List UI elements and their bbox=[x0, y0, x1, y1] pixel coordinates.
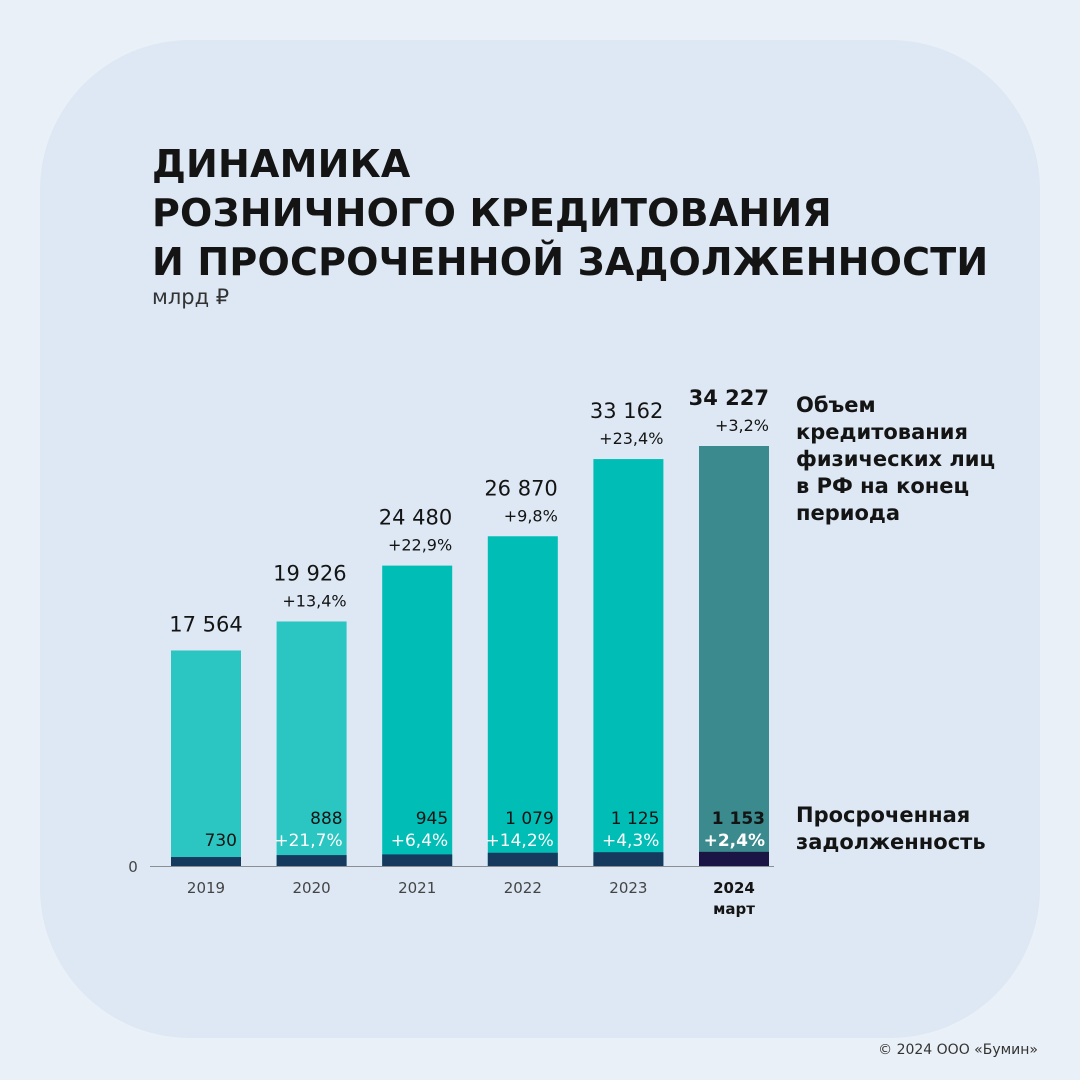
overdue-bar bbox=[699, 851, 769, 866]
overdue-value-label: 1 153 bbox=[712, 809, 765, 829]
loan-volume-value-label: 33 162 bbox=[590, 399, 663, 423]
loan-volume-value-label: 17 564 bbox=[169, 612, 242, 636]
loan-volume-bar bbox=[699, 446, 769, 866]
legend-overdue: Просроченная задолженность bbox=[796, 802, 986, 856]
legend-volume-line: периода bbox=[796, 501, 901, 525]
legend-volume-line: физических лиц bbox=[796, 447, 996, 471]
legend-overdue-line: задолженность bbox=[796, 830, 986, 854]
x-tick-sublabel: март bbox=[713, 900, 755, 918]
x-tick-label: 2020 bbox=[293, 879, 331, 897]
loan-volume-growth-label: +9,8% bbox=[504, 506, 558, 525]
overdue-value-label: 888 bbox=[310, 809, 342, 829]
loan-volume-value-label: 19 926 bbox=[273, 561, 346, 585]
x-tick-label: 2022 bbox=[504, 879, 542, 897]
unit-label: млрд ₽ bbox=[152, 285, 230, 309]
legend-volume-line: кредитования bbox=[796, 420, 968, 444]
loan-volume-bar bbox=[171, 650, 241, 866]
overdue-growth-label: +4,3% bbox=[602, 831, 659, 851]
y-zero-label: 0 bbox=[128, 858, 138, 876]
loan-volume-bar bbox=[276, 621, 347, 866]
loan-volume-bar bbox=[593, 459, 664, 866]
loan-volume-growth-label: +3,2% bbox=[715, 416, 769, 435]
overdue-bar bbox=[487, 852, 558, 866]
legend-volume: Объем кредитования физических лиц в РФ н… bbox=[796, 392, 995, 527]
loan-volume-growth-label: +13,4% bbox=[282, 591, 346, 610]
overdue-growth-label: +21,7% bbox=[274, 831, 342, 851]
overdue-value-label: 1 079 bbox=[505, 809, 554, 829]
legend-volume-line: в РФ на конец bbox=[796, 474, 970, 498]
overdue-value-label: 730 bbox=[205, 831, 237, 851]
overdue-bar bbox=[276, 855, 347, 866]
loan-volume-value-label: 26 870 bbox=[484, 476, 557, 500]
overdue-value-label: 1 125 bbox=[611, 809, 660, 829]
overdue-growth-label: +6,4% bbox=[391, 831, 448, 851]
title-line: ДИНАМИКА bbox=[152, 142, 411, 186]
overdue-value-label: 945 bbox=[416, 809, 448, 829]
title-line: И ПРОСРОЧЕННОЙ ЗАДОЛЖЕННОСТИ bbox=[152, 240, 989, 284]
x-tick-label: 2023 bbox=[609, 879, 647, 897]
loan-volume-growth-label: +23,4% bbox=[599, 429, 663, 448]
loan-volume-bar bbox=[487, 536, 558, 866]
legend-volume-line: Объем bbox=[796, 393, 876, 417]
copyright: © 2024 ООО «Бумин» bbox=[878, 1042, 1038, 1058]
overdue-growth-label: +14,2% bbox=[486, 831, 554, 851]
x-tick-label: 2019 bbox=[187, 879, 225, 897]
x-tick-label: 2021 bbox=[398, 879, 436, 897]
overdue-growth-label: +2,4% bbox=[704, 831, 765, 851]
loan-volume-value-label: 34 227 bbox=[689, 386, 769, 410]
loan-volume-value-label: 24 480 bbox=[379, 506, 452, 530]
chart-title: ДИНАМИКА РОЗНИЧНОГО КРЕДИТОВАНИЯ И ПРОСР… bbox=[152, 140, 988, 287]
overdue-bar bbox=[382, 854, 453, 866]
loan-volume-bar bbox=[382, 565, 453, 866]
overdue-bar bbox=[593, 852, 664, 866]
loan-volume-growth-label: +22,9% bbox=[388, 536, 452, 555]
legend-overdue-line: Просроченная bbox=[796, 803, 971, 827]
overdue-bar bbox=[171, 857, 241, 866]
title-line: РОЗНИЧНОГО КРЕДИТОВАНИЯ bbox=[152, 191, 832, 235]
x-tick-label: 2024 bbox=[713, 879, 755, 897]
